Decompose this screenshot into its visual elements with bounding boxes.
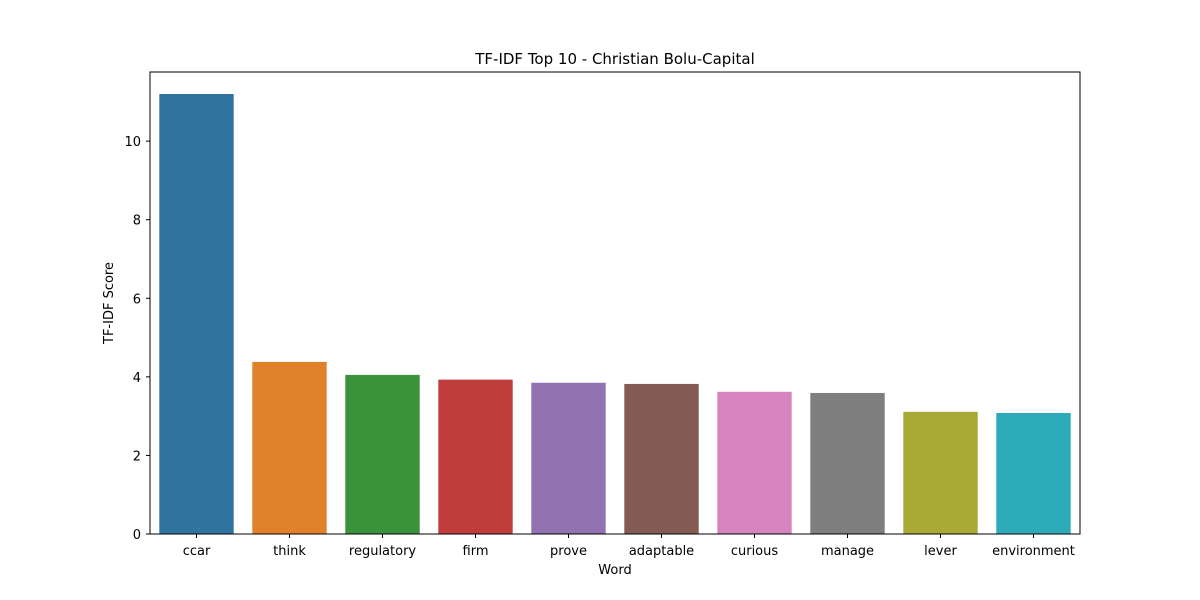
x-tick-label: think bbox=[273, 544, 306, 559]
y-axis: 0 2 4 6 8 10 bbox=[124, 135, 150, 543]
y-tick-label: 10 bbox=[124, 135, 141, 150]
bars bbox=[159, 94, 1071, 534]
bar-prove bbox=[531, 382, 606, 534]
plot-frame bbox=[149, 71, 1081, 535]
bar-lever bbox=[903, 411, 978, 534]
x-tick-label: environment bbox=[992, 544, 1075, 559]
y-tick-label: 6 bbox=[133, 292, 141, 307]
y-tick-label: 0 bbox=[133, 528, 141, 543]
y-axis-label: TF-IDF Score bbox=[102, 262, 117, 345]
x-tick-label: adaptable bbox=[629, 544, 694, 559]
bar-curious bbox=[717, 391, 792, 534]
bar-think bbox=[252, 361, 327, 534]
x-axis-label: Word bbox=[598, 563, 631, 578]
bar-environment bbox=[996, 413, 1071, 534]
y-tick-label: 8 bbox=[133, 214, 141, 229]
bar-firm bbox=[438, 379, 513, 534]
x-tick-label: firm bbox=[463, 544, 489, 559]
chart-title: TF-IDF Top 10 - Christian Bolu-Capital bbox=[474, 50, 755, 68]
x-axis: ccar think regulatory firm prove adaptable cur… bbox=[183, 534, 1075, 559]
x-tick-label: manage bbox=[821, 544, 874, 559]
x-tick-label: regulatory bbox=[349, 544, 417, 559]
bar-manage bbox=[810, 392, 885, 534]
x-tick-label: curious bbox=[731, 544, 779, 559]
x-tick-label: ccar bbox=[183, 544, 211, 559]
bar-regulatory bbox=[345, 374, 420, 534]
y-tick-label: 4 bbox=[133, 371, 141, 386]
y-tick-label: 2 bbox=[133, 449, 141, 464]
bar-adaptable bbox=[624, 383, 699, 534]
bar-ccar bbox=[159, 94, 234, 534]
x-tick-label: lever bbox=[924, 544, 957, 559]
x-tick-label: prove bbox=[550, 544, 587, 559]
